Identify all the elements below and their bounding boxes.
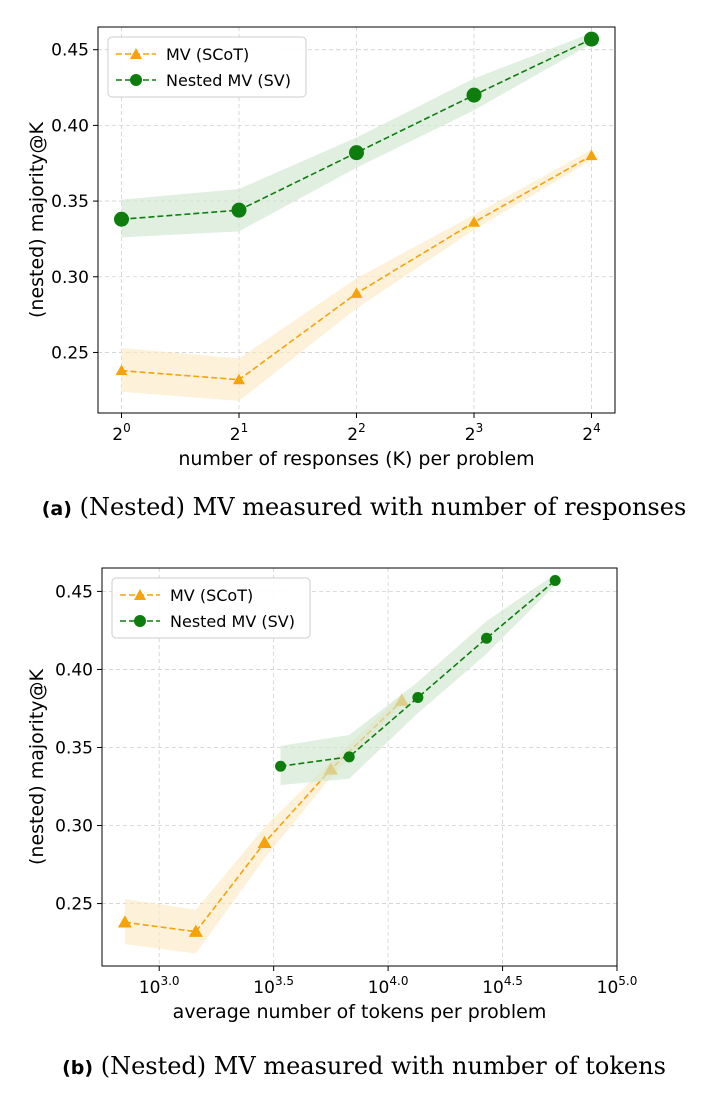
- x-tick-label: 104.5: [482, 974, 523, 998]
- point-mv: [188, 924, 203, 937]
- point-nested: [275, 760, 287, 772]
- chart-b: 0.25 0.30 0.35 0.40 0.45 103.0 103.5 104.0 104.5…: [26, 567, 638, 1023]
- x-tick-label: 104.0: [368, 974, 409, 998]
- point-nested: [114, 211, 129, 227]
- point-nested: [343, 751, 355, 763]
- y-tick-label: 0.25: [55, 895, 93, 915]
- caption-b-text: (Nested) MV measured with number of toke…: [100, 1052, 666, 1080]
- y-tick-label: 0.40: [51, 116, 89, 136]
- band-nested: [280, 574, 556, 785]
- legend-box: [111, 577, 311, 639]
- y-axis-label: (nested) majority@K: [26, 668, 48, 865]
- point-mv: [233, 373, 245, 385]
- x-tick-label: 103.0: [139, 974, 180, 998]
- x-tick-label: 105.0: [597, 974, 638, 998]
- band-mv: [121, 149, 592, 401]
- x-axis-label: number of responses (K) per problem: [178, 448, 534, 470]
- point-mv: [257, 835, 272, 848]
- caption-b-label: (b): [62, 1057, 94, 1079]
- y-tick-label: 0.30: [51, 268, 89, 288]
- caption-b: (b) (Nested) MV measured with number of …: [0, 1052, 728, 1080]
- y-tick-label: 0.40: [55, 660, 93, 680]
- x-tick-label: 20: [112, 421, 130, 445]
- legend-label: Nested MV (SV): [170, 612, 295, 631]
- plot-frame: [97, 26, 616, 414]
- y-tick-label: 0.45: [55, 582, 93, 602]
- point-nested: [349, 145, 364, 161]
- x-axis-label: average number of tokens per problem: [173, 1001, 547, 1023]
- point-mv: [117, 915, 132, 928]
- point-nested: [481, 632, 493, 644]
- band-nested: [121, 33, 592, 238]
- caption-a-text: (Nested) MV measured with number of resp…: [79, 493, 687, 521]
- band-mv: [124, 694, 402, 954]
- series-line-nested: [280, 579, 556, 768]
- x-tick-label: 21: [230, 421, 248, 445]
- point-mv: [585, 149, 598, 161]
- legend-marker-nested: [130, 74, 142, 86]
- legend-label: MV (SCoT): [170, 586, 253, 605]
- chart-a: 0.25 0.30 0.35 0.40 0.45 20 21 22 23 24 number of …: [26, 26, 616, 470]
- point-mv: [468, 216, 480, 227]
- x-tick-label: 103.5: [253, 974, 294, 998]
- point-nested: [231, 202, 247, 218]
- y-tick-label: 0.35: [51, 192, 89, 212]
- y-tick-label: 0.25: [51, 343, 89, 363]
- point-nested: [549, 574, 561, 586]
- y-tick-label: 0.35: [55, 738, 93, 758]
- legend-box: [107, 36, 307, 98]
- x-tick-label: 24: [582, 421, 600, 445]
- point-mv: [350, 287, 363, 298]
- y-tick-label: 0.30: [55, 817, 93, 837]
- point-mv: [115, 364, 128, 376]
- legend-marker-mv: [134, 589, 146, 600]
- legend: MV (SCoT) Nested MV (SV): [111, 577, 311, 639]
- caption-a-label: (a): [41, 498, 72, 520]
- plot-frame: [101, 567, 618, 967]
- legend-label: Nested MV (SV): [166, 71, 291, 90]
- point-nested: [584, 31, 599, 47]
- x-tick-label: 23: [465, 421, 483, 445]
- legend-marker-mv: [130, 48, 142, 59]
- y-tick-label: 0.45: [51, 41, 89, 61]
- point-nested: [412, 692, 424, 704]
- legend: MV (SCoT) Nested MV (SV): [107, 36, 307, 98]
- caption-a: (a) (Nested) MV measured with number of …: [0, 493, 728, 521]
- x-tick-label: 22: [347, 421, 365, 445]
- legend-marker-nested: [134, 615, 146, 627]
- y-axis-label: (nested) majority@K: [26, 121, 48, 318]
- legend-label: MV (SCoT): [166, 45, 249, 64]
- point-nested: [466, 87, 482, 103]
